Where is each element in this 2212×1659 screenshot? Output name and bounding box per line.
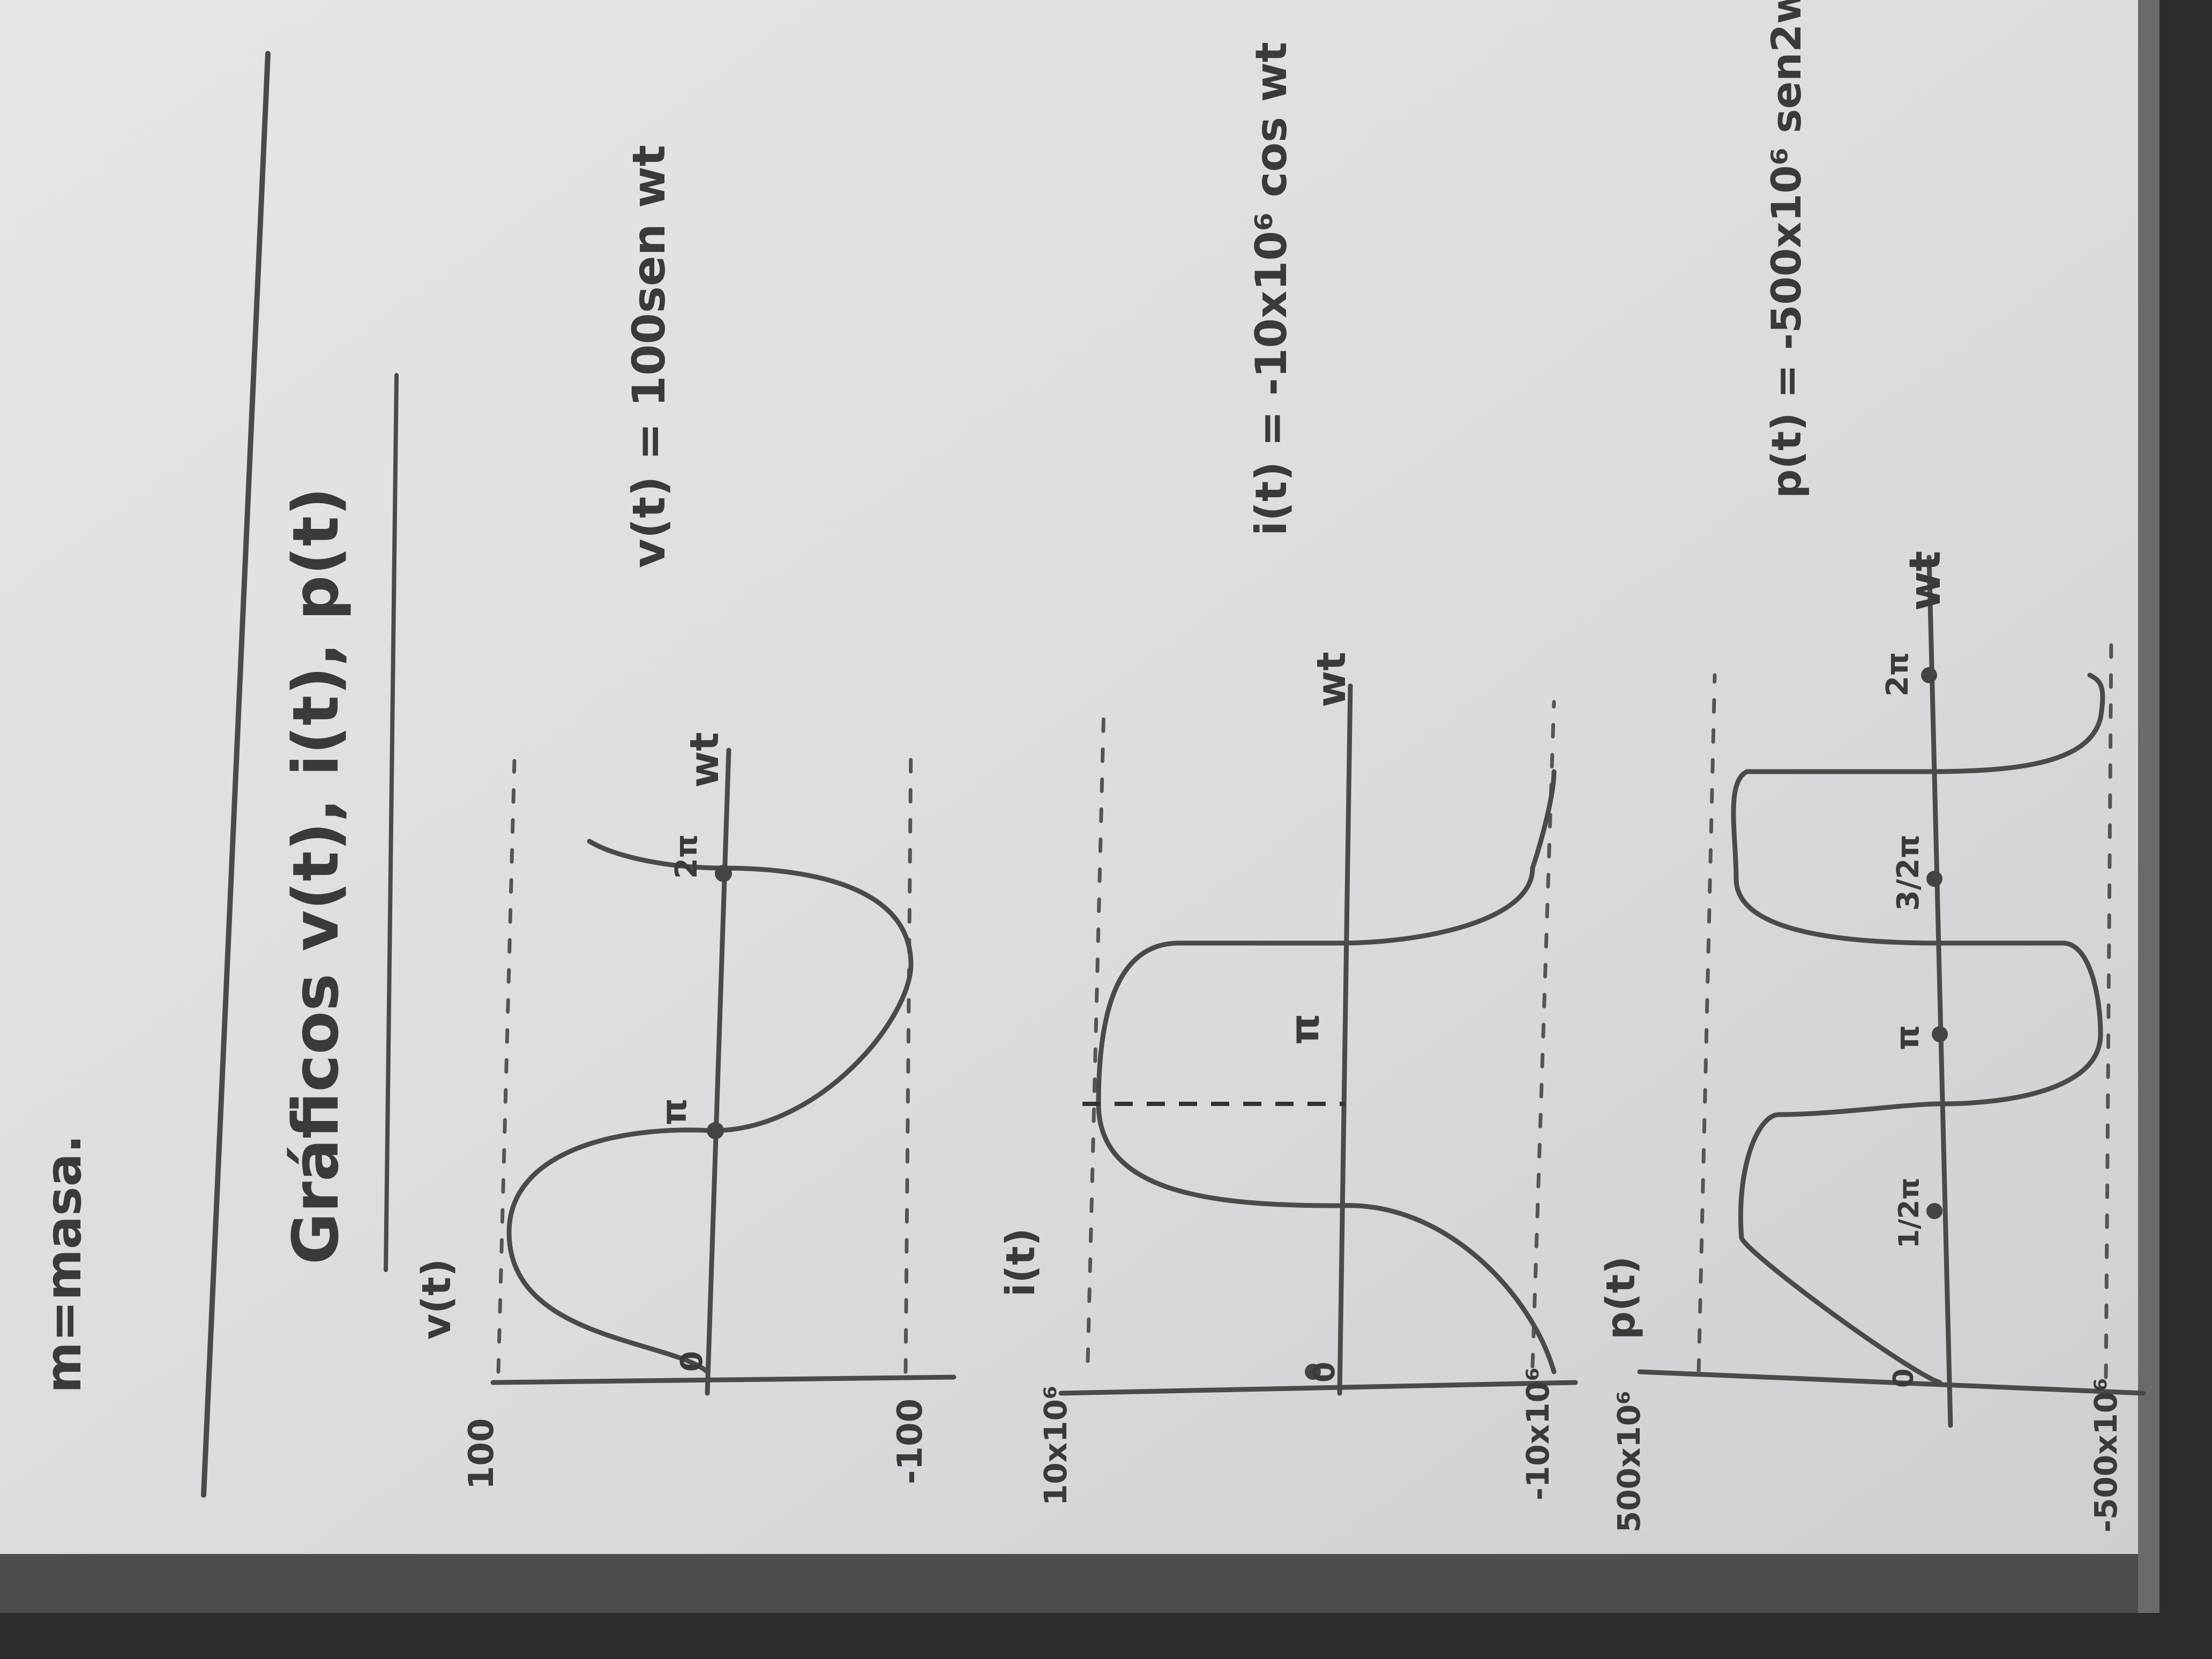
- p-max-tick: 500x10⁶: [1611, 1391, 1647, 1533]
- p-tick-half-pi: 1/2π: [1893, 1178, 1925, 1249]
- board-surface: [0, 0, 2138, 1554]
- v-tick-pi: π: [655, 1098, 694, 1125]
- title-underline: [384, 373, 399, 1272]
- i-origin-dot: [1305, 1364, 1321, 1380]
- v-min-dash: [903, 743, 913, 1374]
- graph-p: p(t) wt 500x10⁶ -500x10⁶ 0 1/2π π 3/2π 2…: [1598, 0, 2146, 1533]
- p-crossing-pi: [1932, 1026, 1948, 1042]
- p-crossing-half-pi: [1926, 1203, 1942, 1219]
- v-max-tick: 100: [462, 1418, 502, 1490]
- p-crossing-2pi: [1921, 667, 1937, 683]
- p-xlabel: wt: [1900, 551, 1950, 611]
- graph-i: i(t) wt 10x10⁶ -10x10⁶ 0 π i(t) = -10x10…: [998, 42, 1578, 1506]
- p-origin: 0: [1888, 1369, 1920, 1388]
- v-equation: v(t) = 100sen wt: [623, 145, 675, 568]
- p-tick-2pi: 2π: [1880, 652, 1915, 697]
- v-min-tick: -100: [891, 1399, 930, 1484]
- i-xlabel: wt: [1309, 652, 1355, 707]
- p-tick-pi: π: [1889, 1025, 1926, 1050]
- p-tick-3half-pi: 3/2π: [1891, 834, 1926, 911]
- v-crossing-pi: [707, 1122, 724, 1139]
- v-xlabel: wt: [682, 732, 728, 788]
- v-max-dash: [496, 759, 517, 1374]
- i-tick-pi: π: [1282, 1013, 1328, 1045]
- graph-v: v(t) wt 100 -100 0 π 2π v(t) = 100sen wt: [414, 145, 956, 1490]
- v-x-axis: [705, 748, 731, 1396]
- i-max-tick: 10x10⁶: [1037, 1386, 1074, 1506]
- separator-line: [201, 51, 271, 1498]
- top-note: m=masa.: [35, 1134, 92, 1393]
- v-tick-2pi: 2π: [669, 834, 704, 879]
- v-crossing-2pi: [715, 865, 732, 882]
- p-x-axis: [1926, 555, 1953, 1428]
- p-y-axis: [1637, 1369, 2146, 1396]
- v-ylabel: v(t): [414, 1259, 460, 1340]
- i-min-tick: -10x10⁶: [1520, 1367, 1556, 1500]
- i-x-axis: [1337, 683, 1353, 1396]
- title: Gráficos v(t), i(t), p(t): [279, 487, 353, 1265]
- i-equation: i(t) = -10x10⁶ cos wt: [1246, 42, 1296, 536]
- p-ylabel: p(t): [1598, 1256, 1644, 1340]
- v-origin: 0: [675, 1351, 709, 1372]
- p-max-dash: [1697, 673, 1717, 1374]
- i-cos-curve: [1096, 769, 1557, 1374]
- p-sin2-curve: [1731, 672, 2105, 1385]
- v-y-axis: [490, 1374, 956, 1385]
- p-min-tick: -500x10⁶: [2088, 1378, 2124, 1533]
- p-min-dash: [2104, 636, 2113, 1379]
- p-crossing-3half-pi: [1926, 871, 1942, 887]
- p-equation: p(t) = -500x10⁶ sen2wt: [1762, 0, 1810, 498]
- i-y-axis: [1058, 1380, 1578, 1396]
- board-frame-bottom: [0, 1554, 2138, 1613]
- i-max-dash: [1086, 705, 1106, 1363]
- i-origin: 0: [1307, 1362, 1342, 1382]
- i-min-dash: [1530, 700, 1556, 1369]
- i-ylabel: i(t): [998, 1228, 1044, 1297]
